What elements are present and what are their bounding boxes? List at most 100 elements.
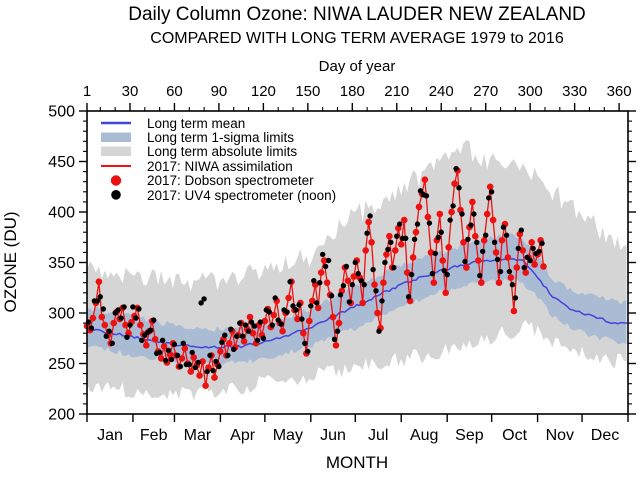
uv4-point	[305, 348, 311, 355]
dobson-point	[386, 232, 393, 240]
top-tick-label: 300	[518, 83, 543, 100]
dobson-point	[397, 241, 405, 248]
uv4-point	[379, 298, 385, 304]
uv4-point	[367, 213, 373, 219]
uv4-point	[456, 185, 462, 191]
uv4-point	[237, 320, 243, 326]
uv4-point	[370, 266, 376, 273]
dobson-point	[409, 254, 417, 261]
month-label: Feb	[140, 427, 168, 444]
dobson-point	[504, 254, 512, 261]
dobson-point	[101, 321, 109, 329]
dobson-point	[424, 213, 432, 221]
dobson-point	[522, 269, 529, 276]
uv4-point	[103, 333, 110, 339]
uv4-point	[328, 293, 335, 299]
uv4-point	[486, 195, 492, 201]
dobson-point	[199, 358, 206, 365]
dobson-point	[415, 203, 423, 211]
dobson-point	[498, 237, 506, 244]
uv4-point	[500, 224, 507, 230]
dobson-point	[478, 279, 485, 287]
top-tick-label: 30	[122, 83, 139, 100]
uv4-point	[414, 221, 421, 227]
uv4-point	[331, 336, 338, 342]
dobson-point	[430, 279, 438, 287]
uv4-point	[216, 363, 222, 370]
dobson-point	[439, 257, 447, 264]
uv4-point	[408, 271, 415, 278]
uv4-point	[100, 306, 107, 312]
uv4-point	[260, 335, 267, 341]
uv4-point	[471, 211, 477, 217]
uv4-point	[118, 315, 124, 321]
uv4-point	[474, 239, 480, 245]
dobson-point	[475, 257, 482, 264]
legend-item-uv4: 2017: UV4 spectrometer (noon)	[111, 188, 336, 203]
uv4-point	[174, 352, 181, 359]
legend-item-absolute-limits: Long term absolute limits	[101, 144, 297, 159]
uv4-point	[308, 303, 314, 309]
dobson-point	[451, 180, 458, 187]
uv4-point	[509, 282, 516, 288]
uv4-point	[438, 229, 444, 235]
dobson-point	[314, 304, 322, 312]
uv4-point	[121, 304, 127, 310]
uv4-point	[506, 268, 513, 275]
uv4-point	[254, 337, 261, 343]
dobson-point	[368, 239, 375, 246]
page-title: Daily Column Ozone: NIWA LAUDER NEW ZEAL…	[128, 4, 586, 25]
dobson-point	[507, 274, 515, 281]
uv4-point	[343, 263, 350, 270]
month-label: Dec	[591, 427, 619, 444]
top-tick-label: 120	[251, 83, 276, 100]
dobson-point	[427, 249, 435, 256]
dobson-point	[246, 313, 254, 321]
uv4-point	[130, 304, 136, 310]
uv4-point	[272, 295, 278, 301]
dobson-point	[392, 247, 399, 254]
month-label: Mar	[184, 427, 212, 444]
uv4-point	[411, 236, 418, 242]
uv4-point	[299, 316, 305, 322]
uv4-point	[325, 257, 332, 264]
dobson-point	[495, 279, 503, 287]
uv4-point	[127, 322, 133, 328]
uv4-point	[97, 294, 104, 300]
y-tick-label: 500	[48, 104, 75, 121]
dobson-point	[492, 249, 500, 256]
top-tick-label: 180	[340, 83, 365, 100]
legend-label-sigma: Long term 1-sigma limits	[147, 130, 294, 145]
dobson-point	[469, 198, 476, 206]
top-tick-label: 270	[473, 83, 498, 100]
uv4-point	[302, 340, 308, 346]
uv4-point	[403, 235, 409, 241]
uv4-point	[136, 306, 142, 312]
uv4-point	[361, 282, 367, 288]
dobson-point	[400, 216, 408, 224]
dobson-point	[380, 279, 387, 287]
uv4-point	[159, 337, 166, 343]
uv4-point	[168, 356, 175, 363]
uv4-point	[358, 278, 364, 284]
uv4-point	[148, 327, 154, 333]
dobson-point	[226, 340, 233, 347]
uv4-point	[453, 165, 459, 172]
uv4-point	[88, 325, 95, 331]
uv4-point	[192, 364, 198, 371]
uv4-point	[109, 340, 115, 346]
dobson-point	[332, 342, 340, 349]
uv4-point	[257, 319, 264, 325]
legend-item-dobson: 2017: Dobson spectrometer	[110, 173, 314, 188]
uv4-point	[491, 239, 498, 245]
y-tick-label: 250	[48, 356, 75, 373]
dobson-point	[240, 338, 248, 345]
dobson-point	[89, 314, 97, 322]
legend-swatch-abs-band	[101, 146, 131, 156]
uv4-point	[391, 264, 397, 271]
month-label: Oct	[502, 427, 527, 444]
uv4-point	[394, 233, 400, 239]
uv4-point	[536, 248, 542, 255]
uv4-point	[385, 246, 391, 253]
